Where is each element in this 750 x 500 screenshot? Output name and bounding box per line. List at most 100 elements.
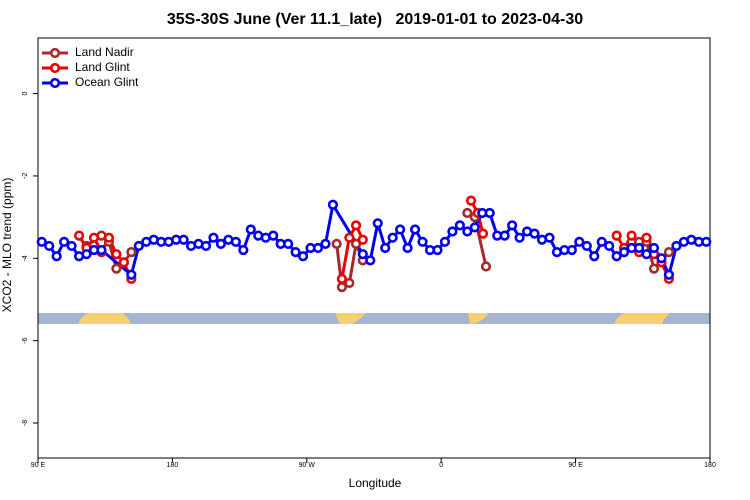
data-point [611, 230, 622, 241]
data-point [611, 251, 622, 262]
data-point [344, 277, 355, 289]
data-point [589, 251, 600, 262]
data-point [268, 230, 279, 241]
x-axis-label: Longitude [349, 476, 402, 490]
data-point [469, 222, 480, 233]
y-tick-label: -6 [22, 337, 29, 343]
data-point [230, 236, 241, 247]
data-point [372, 218, 383, 229]
chart-title: 35S-30S June (Ver 11.1_late) 2019-01-01 … [167, 11, 583, 28]
data-point [245, 224, 256, 235]
data-point [465, 195, 477, 206]
data-point [103, 232, 115, 243]
data-point [66, 240, 77, 252]
legend-label: Ocean Glint [75, 75, 139, 89]
data-point [357, 249, 368, 260]
x-tick-label: 180 [704, 462, 716, 469]
y-tick-label: -8 [22, 420, 29, 426]
data-point [208, 232, 219, 243]
data-point [663, 247, 675, 258]
data-point [499, 230, 510, 241]
data-point [238, 244, 249, 256]
data-point [417, 236, 428, 247]
y-tick-label: -4 [22, 255, 29, 261]
x-tick-label: 90 E [568, 462, 583, 469]
y-tick-label: -2 [22, 173, 29, 179]
data-point [126, 269, 137, 280]
data-point [409, 224, 421, 235]
data-point [51, 251, 62, 262]
data-point [671, 240, 682, 252]
data-point [604, 240, 615, 252]
data-point [81, 249, 92, 260]
data-point [641, 232, 652, 243]
data-point [581, 240, 592, 252]
legend-label: Land Glint [75, 60, 130, 74]
series-line [41, 200, 707, 280]
x-tick-label: 90 W [299, 462, 316, 469]
data-point [544, 232, 555, 243]
data-point [327, 199, 339, 210]
data-point [111, 263, 122, 274]
surface-strip [38, 313, 710, 324]
data-point [574, 236, 585, 247]
data-point [439, 236, 451, 247]
legend-marker [49, 77, 61, 89]
data-point [111, 249, 122, 260]
data-point [357, 234, 368, 245]
data-point [44, 240, 55, 252]
data-point [619, 247, 630, 258]
data-point [215, 238, 227, 249]
data-point [648, 242, 660, 254]
data-point [312, 242, 324, 254]
data-point [484, 207, 495, 219]
data-point [648, 263, 660, 274]
data-point [454, 220, 465, 231]
data-point [73, 230, 85, 241]
y-tick-label: 0 [22, 92, 29, 96]
data-point [596, 236, 607, 247]
data-point [133, 240, 144, 252]
data-point [88, 232, 100, 243]
data-point [480, 261, 492, 272]
legend-marker [49, 47, 61, 59]
legend-label: Land Nadir [75, 45, 134, 59]
data-point [447, 226, 458, 237]
data-point [297, 251, 309, 262]
y-axis-label: XCO2 - MLO trend (ppm) [0, 178, 14, 313]
data-point [641, 249, 652, 260]
data-point [432, 244, 443, 256]
data-point [118, 257, 129, 268]
data-point [283, 238, 294, 249]
data-point [36, 236, 47, 247]
data-point [462, 226, 473, 237]
data-point [350, 220, 362, 231]
data-point [336, 273, 347, 284]
data-point [320, 238, 331, 249]
data-point [344, 232, 355, 243]
plot-frame [37, 37, 711, 459]
data-point [462, 207, 473, 219]
legend-marker [49, 62, 61, 74]
data-point [626, 230, 637, 241]
data-point [663, 269, 675, 280]
x-tick-label: 180 [167, 462, 179, 469]
data-point [477, 228, 489, 239]
data-point [380, 242, 391, 254]
x-tick-label: 0 [439, 462, 443, 469]
data-point [656, 253, 667, 264]
x-tick-label: 90 E [31, 462, 46, 469]
data-point [507, 220, 518, 231]
data-point [633, 242, 645, 254]
data-point [96, 244, 107, 256]
data-point [59, 236, 70, 247]
data-point [126, 247, 137, 258]
data-point [290, 247, 301, 258]
data-point [529, 228, 540, 239]
data-point [331, 238, 342, 249]
data-point [566, 244, 577, 256]
data-point [701, 236, 712, 247]
data-point [200, 240, 212, 252]
data-point [514, 232, 525, 243]
